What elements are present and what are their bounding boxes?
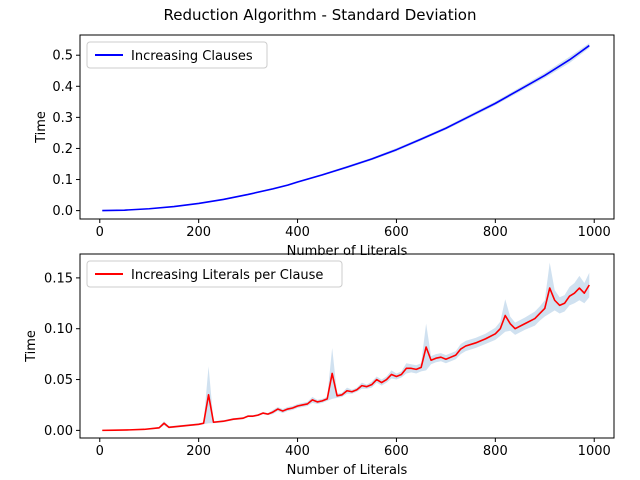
line-layer [102,44,590,212]
x-ticks: 0 200 400 600 800 1000 [96,438,611,459]
legend: Increasing Literals per Clause [86,260,343,288]
plot-frame [79,34,615,220]
band-layer [102,262,590,431]
x-tick-label: 200 [186,225,211,240]
y-tick-label: 0.0 [52,204,73,219]
legend-box [86,260,343,288]
x-tick-label: 400 [285,225,310,240]
x-axis-label: Number of Literals [287,463,408,478]
x-tick-label: 200 [186,444,211,459]
x-ticks: 0 200 400 600 800 1000 [96,219,611,240]
legend-box [86,41,268,69]
y-tick-label: 0.4 [52,80,73,95]
y-axis-label: Time [24,330,39,363]
x-tick-label: 0 [96,444,104,459]
y-tick-label: 0.1 [52,173,73,188]
y-tick-label: 0.3 [52,111,73,126]
plot-frame [79,253,615,439]
std-band-0 [102,262,590,431]
x-tick-label: 1000 [578,225,611,240]
y-tick-label: 0.05 [44,373,73,388]
figure-title: Reduction Algorithm - Standard Deviation [163,6,477,24]
x-tick-label: 0 [96,225,104,240]
x-tick-label: 600 [384,444,409,459]
y-tick-label: 0.10 [44,322,73,337]
x-tick-label: 600 [384,225,409,240]
series-line-0 [102,284,590,432]
x-tick-label: 800 [483,225,508,240]
y-tick-label: 0.5 [52,49,73,64]
x-tick-label: 400 [285,444,310,459]
axes-frame [79,34,615,220]
x-axis-label: Number of Literals [287,244,408,259]
y-tick-label: 0.15 [44,271,73,286]
series-line-0 [102,44,590,212]
x-tick-label: 1000 [578,444,611,459]
y-ticks: 0.00 0.05 0.10 0.15 [44,271,80,439]
y-ticks: 0.0 0.1 0.2 0.3 0.4 0.5 [52,49,80,219]
x-tick-label: 800 [483,444,508,459]
y-tick-label: 0.2 [52,142,73,157]
line-layer [102,284,590,432]
legend-label: Increasing Clauses [131,49,253,64]
legend-label: Increasing Literals per Clause [131,268,323,283]
legend: Increasing Clauses [86,41,268,69]
axes-frame [79,253,615,439]
y-axis-label: Time [34,111,49,144]
y-tick-label: 0.00 [44,424,73,439]
